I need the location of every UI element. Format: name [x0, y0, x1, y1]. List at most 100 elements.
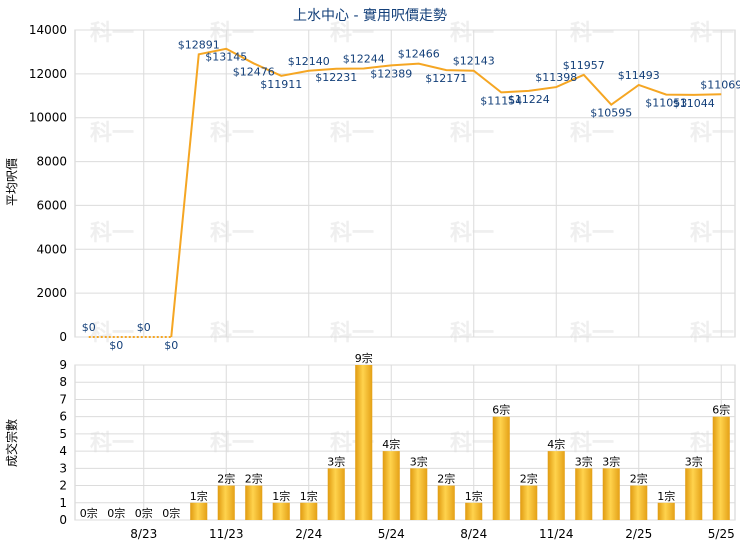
point-value-label: $11398: [535, 71, 577, 84]
watermark-text: 科一: [450, 221, 494, 246]
x-tick-label: 5/24: [378, 527, 405, 541]
bar: [217, 485, 235, 520]
bar: [520, 485, 538, 520]
bar: [437, 485, 455, 520]
bar-value-label: 0宗: [80, 506, 98, 520]
bar-value-label: 3宗: [575, 454, 593, 468]
x-tick-label: 11/23: [209, 527, 244, 541]
bar: [300, 502, 318, 520]
line-y-tick-label: 6000: [36, 198, 67, 212]
bar-value-label: 2宗: [245, 472, 263, 486]
watermark-text: 科一: [90, 121, 134, 146]
bar-y-tick-label: 8: [59, 375, 67, 389]
point-value-label: $11957: [563, 59, 605, 72]
point-value-label: $12891: [178, 38, 220, 51]
point-value-label: $12171: [425, 72, 467, 85]
x-tick-label: 8/23: [130, 527, 157, 541]
bar-y-tick-label: 3: [59, 461, 67, 475]
x-tick-label: 2/25: [625, 527, 652, 541]
point-value-label: $13145: [205, 51, 247, 64]
x-tick-label: 11/24: [539, 527, 574, 541]
bar: [272, 502, 290, 520]
bar: [190, 502, 208, 520]
point-value-label: $11053: [645, 97, 687, 110]
line-y-tick-label: 0: [59, 330, 67, 344]
bar-value-label: 3宗: [685, 454, 703, 468]
bar-y-tick-label: 4: [59, 444, 67, 458]
bar-value-label: 1宗: [272, 489, 290, 503]
watermark-text: 科一: [450, 121, 494, 146]
point-value-label: $12476: [233, 65, 275, 78]
watermark-text: 科一: [570, 431, 614, 456]
bar-value-label: 4宗: [547, 437, 565, 451]
bar-y-tick-label: 1: [59, 496, 67, 510]
bar-value-label: 0宗: [107, 506, 125, 520]
bar-value-label: 2宗: [437, 472, 455, 486]
bar: [685, 468, 703, 520]
bar-value-label: 2宗: [630, 472, 648, 486]
bar-value-label: 3宗: [410, 454, 428, 468]
watermark-text: 科一: [330, 121, 374, 146]
bar-value-label: 6宗: [492, 403, 510, 417]
watermark-text: 科一: [90, 21, 134, 46]
point-value-label: $0: [137, 321, 151, 334]
point-value-label: $10595: [590, 107, 632, 120]
bar-value-label: 1宗: [657, 489, 675, 503]
bar: [355, 365, 373, 520]
watermark-text: 科一: [570, 121, 614, 146]
watermark-text: 科一: [450, 321, 494, 346]
line-y-tick-label: 12000: [29, 67, 67, 81]
bar-value-label: 9宗: [355, 351, 373, 365]
line-y-axis-label: 平均呎價: [5, 158, 19, 206]
watermark-text: 科一: [690, 321, 734, 346]
watermark-text: 科一: [570, 221, 614, 246]
point-value-label: $0: [109, 339, 123, 352]
watermark-text: 科一: [210, 431, 254, 456]
watermark-text: 科一: [90, 321, 134, 346]
point-value-label: $11069: [700, 78, 740, 91]
bar: [602, 468, 620, 520]
point-value-label: $12231: [315, 71, 357, 84]
watermark-text: 科一: [570, 321, 614, 346]
x-tick-label: 8/24: [460, 527, 487, 541]
bar-value-label: 4宗: [382, 437, 400, 451]
bar-value-label: 0宗: [162, 506, 180, 520]
watermark-text: 科一: [210, 221, 254, 246]
point-value-label: $12389: [370, 67, 412, 80]
bar-y-tick-label: 2: [59, 479, 67, 493]
bar-y-tick-label: 9: [59, 358, 67, 372]
bar-value-label: 2宗: [520, 472, 538, 486]
bar-y-tick-label: 6: [59, 410, 67, 424]
line-y-tick-label: 2000: [36, 286, 67, 300]
watermark-text: 科一: [690, 121, 734, 146]
bar-value-label: 6宗: [712, 403, 730, 417]
line-series: [88, 47, 722, 338]
watermark-text: 科一: [330, 221, 374, 246]
point-value-label: $12140: [288, 55, 330, 68]
line-y-tick-label: 14000: [29, 23, 67, 37]
watermark-text: 科一: [690, 21, 734, 46]
bar: [575, 468, 593, 520]
watermark-text: 科一: [690, 221, 734, 246]
bar-value-label: 1宗: [190, 489, 208, 503]
point-value-label: $12244: [343, 53, 385, 66]
bar: [492, 416, 510, 520]
bar: [657, 502, 675, 520]
bar-y-tick-label: 5: [59, 427, 67, 441]
watermark-text: 科一: [450, 431, 494, 456]
watermark-text: 科一: [210, 121, 254, 146]
watermark-text: 科一: [90, 431, 134, 456]
bar: [630, 485, 648, 520]
bar-y-axis-label: 成交宗數: [4, 419, 19, 467]
bar: [410, 468, 428, 520]
bar: [382, 451, 400, 520]
bar-y-tick-label: 0: [59, 513, 67, 527]
bar: [547, 451, 565, 520]
watermark-text: 科一: [330, 21, 374, 46]
bar: [465, 502, 483, 520]
bar-y-tick-label: 7: [59, 392, 67, 406]
watermark-text: 科一: [450, 21, 494, 46]
x-tick-label: 5/25: [708, 527, 735, 541]
